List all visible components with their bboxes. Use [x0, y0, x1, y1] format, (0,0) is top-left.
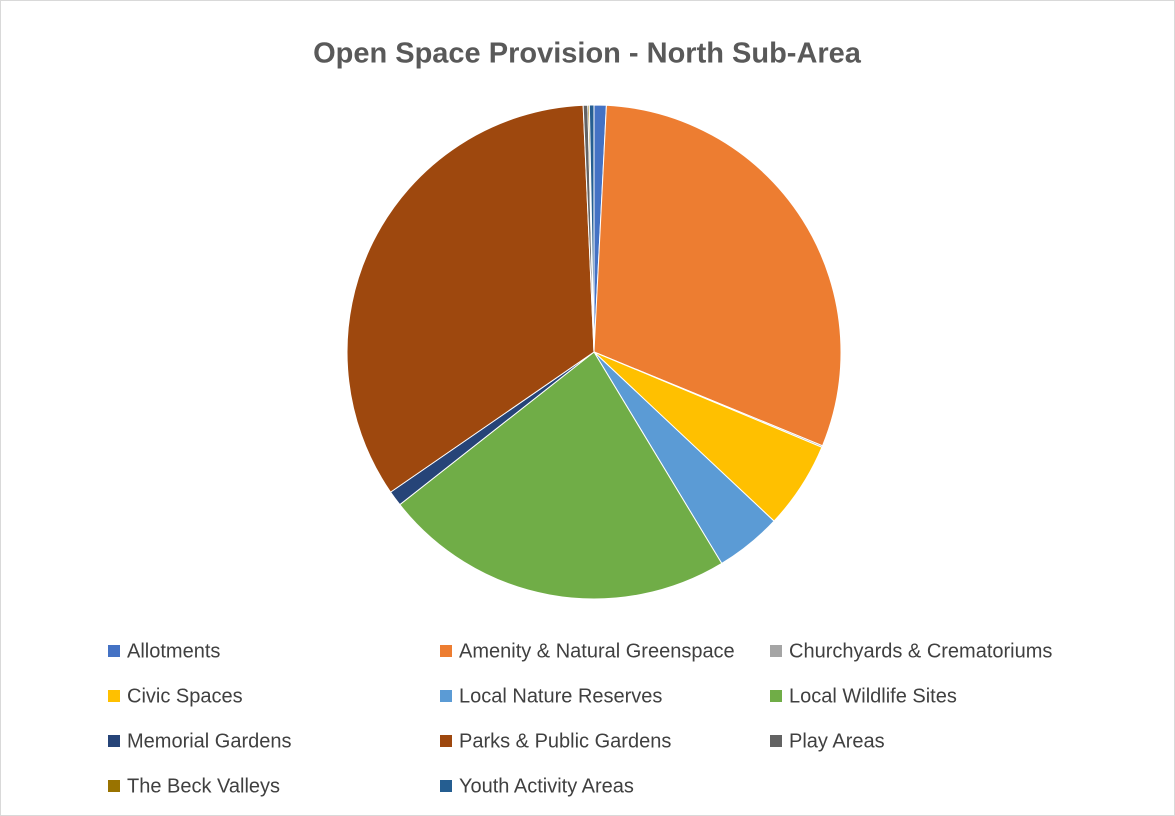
legend-label: Amenity & Natural Greenspace [459, 640, 735, 662]
legend-swatch [440, 690, 452, 702]
pie-slice [346, 104, 595, 493]
legend-label: Local Wildlife Sites [789, 685, 957, 707]
legend-label: Parks & Public Gardens [459, 730, 671, 752]
legend-swatch [108, 690, 120, 702]
legend-label: Memorial Gardens [127, 730, 292, 752]
legend-label: Churchyards & Crematoriums [789, 640, 1052, 662]
legend-swatch [770, 645, 782, 657]
chart-title: Open Space Provision - North Sub-Area [313, 38, 862, 70]
pie-slice [593, 104, 842, 447]
legend-swatch [770, 690, 782, 702]
pie-slice [588, 104, 595, 353]
legend-label: The Beck Valleys [127, 775, 280, 797]
legend-swatch [770, 735, 782, 747]
legend-label: Allotments [127, 640, 220, 662]
legend-label: Civic Spaces [127, 685, 243, 707]
legend-swatch [440, 645, 452, 657]
legend-swatch [440, 780, 452, 792]
legend-swatch [108, 735, 120, 747]
pie-slice [399, 351, 723, 600]
legend-label: Youth Activity Areas [459, 775, 634, 797]
legend-swatch [108, 645, 120, 657]
legend-label: Local Nature Reserves [459, 685, 662, 707]
legend-label: Play Areas [789, 730, 885, 752]
legend-swatch [440, 735, 452, 747]
legend-swatch [108, 780, 120, 792]
